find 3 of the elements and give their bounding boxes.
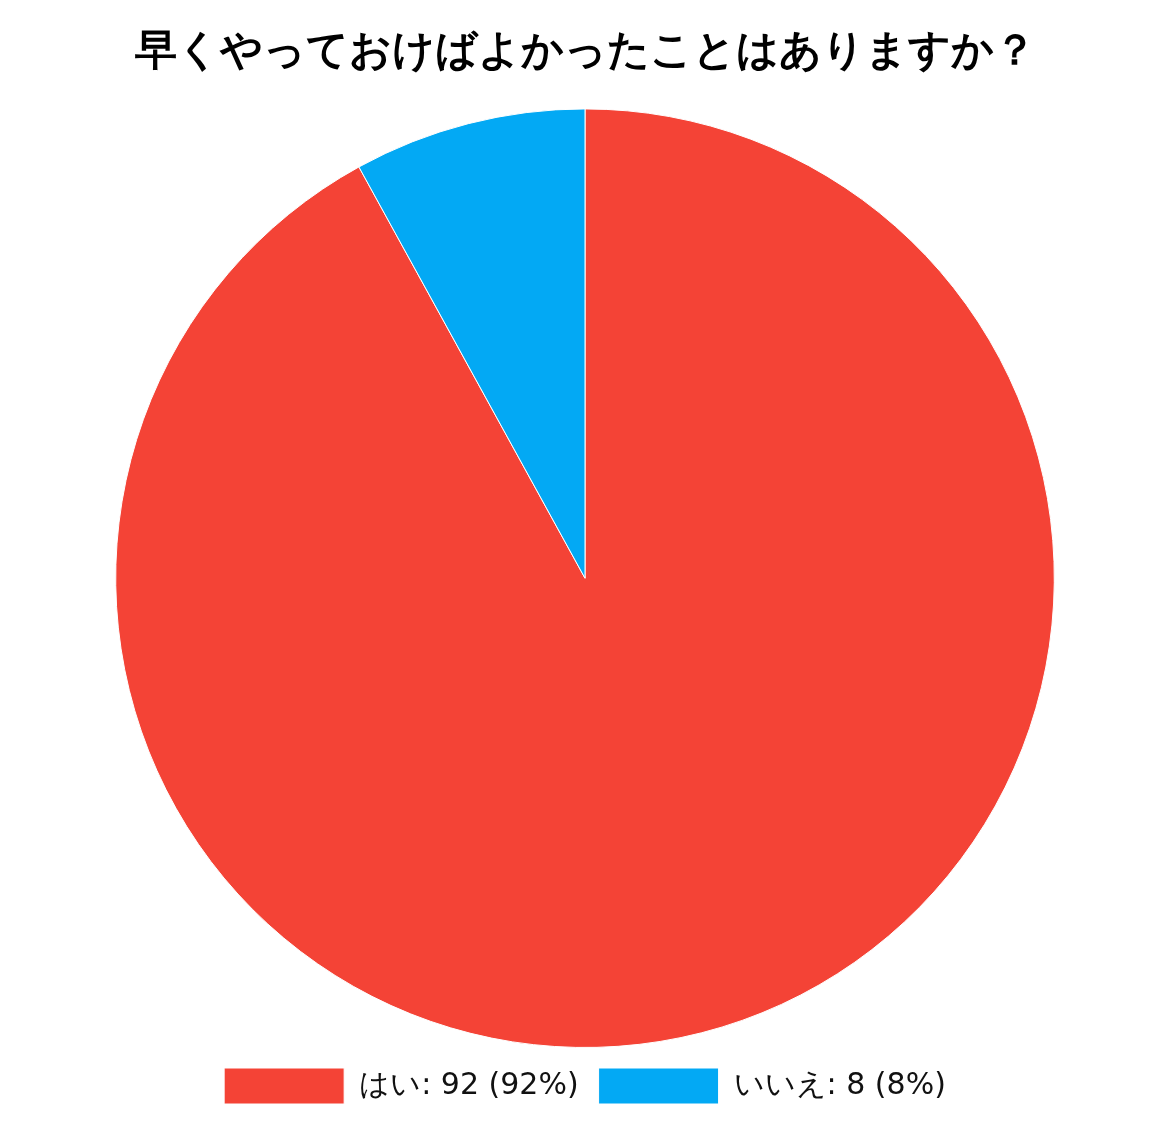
- legend-label: はい: 92 (92%): [359, 1065, 579, 1101]
- chart-title: 早くやっておけばよかったことはありますか？: [133, 25, 1036, 75]
- legend-label: いいえ: 8 (8%): [733, 1065, 946, 1101]
